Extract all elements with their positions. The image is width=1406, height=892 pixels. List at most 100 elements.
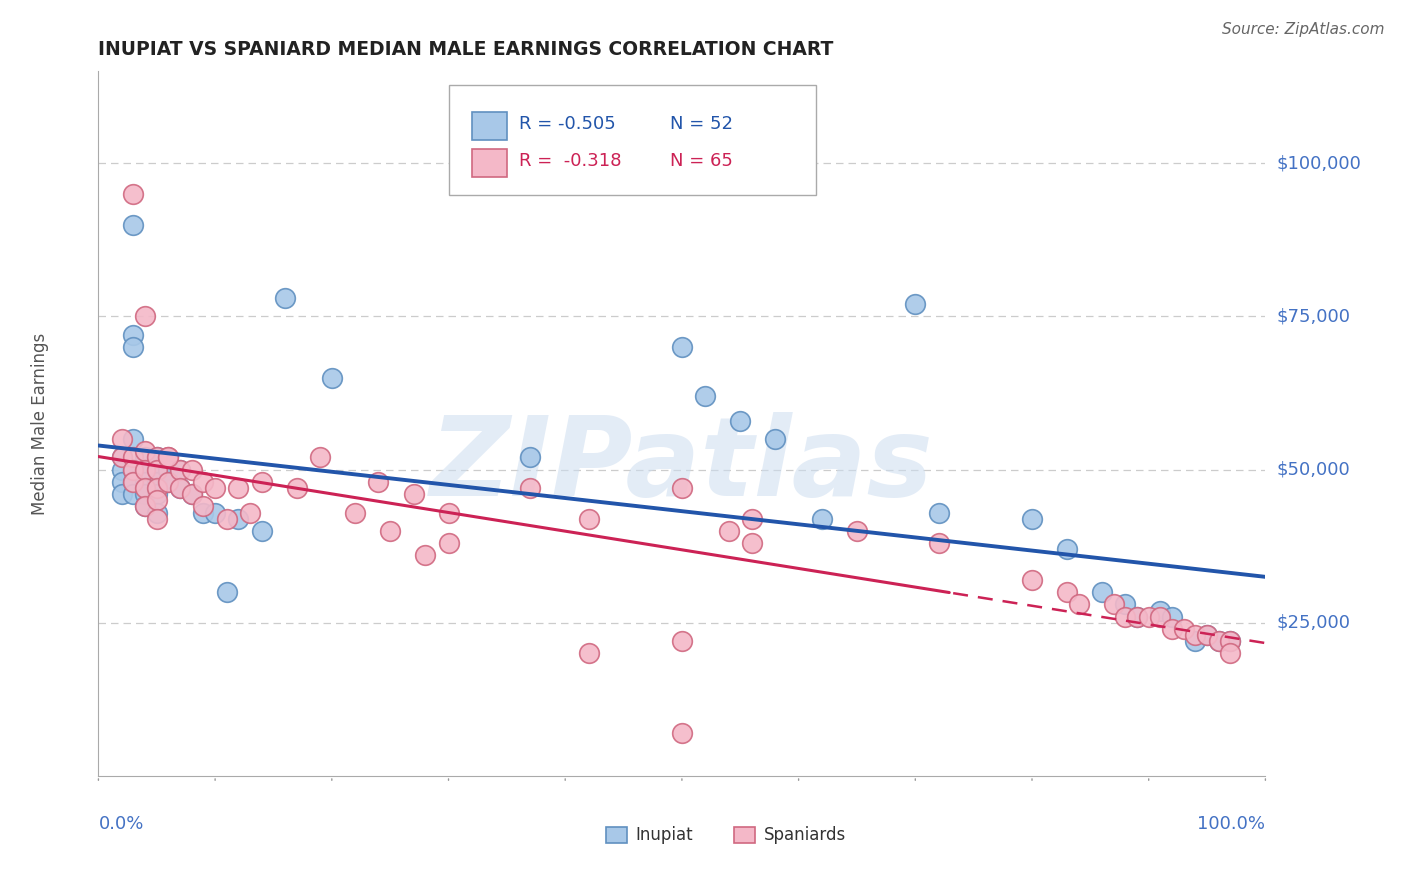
Point — [157, 475, 180, 489]
Point — [146, 463, 169, 477]
Point — [741, 511, 763, 525]
Point — [157, 475, 180, 489]
Point — [1184, 634, 1206, 648]
FancyBboxPatch shape — [472, 112, 508, 140]
Point — [250, 524, 273, 538]
Point — [111, 475, 134, 489]
Point — [134, 475, 156, 489]
Point — [134, 310, 156, 324]
Point — [228, 481, 250, 495]
Point — [1173, 622, 1195, 636]
Point — [928, 506, 950, 520]
Point — [1184, 628, 1206, 642]
FancyBboxPatch shape — [606, 828, 627, 843]
Point — [134, 500, 156, 514]
Point — [1219, 647, 1241, 661]
Point — [1149, 604, 1171, 618]
Point — [169, 481, 191, 495]
Point — [1021, 511, 1043, 525]
Point — [169, 481, 191, 495]
Point — [344, 506, 367, 520]
Point — [367, 475, 389, 489]
Point — [228, 511, 250, 525]
Point — [215, 511, 238, 525]
Point — [1056, 585, 1078, 599]
Point — [1114, 598, 1136, 612]
Point — [122, 218, 145, 232]
Point — [134, 500, 156, 514]
Point — [1102, 598, 1125, 612]
Point — [402, 487, 425, 501]
Point — [309, 450, 332, 465]
Point — [215, 585, 238, 599]
Point — [1137, 609, 1160, 624]
Point — [122, 475, 145, 489]
Point — [204, 481, 226, 495]
FancyBboxPatch shape — [734, 828, 755, 843]
Point — [1021, 573, 1043, 587]
Point — [122, 487, 145, 501]
Point — [1208, 634, 1230, 648]
Point — [519, 481, 541, 495]
Point — [204, 506, 226, 520]
Point — [695, 389, 717, 403]
Point — [134, 463, 156, 477]
Point — [1126, 609, 1149, 624]
Text: R =  -0.318: R = -0.318 — [519, 152, 621, 169]
Point — [1208, 634, 1230, 648]
Point — [146, 450, 169, 465]
Point — [1067, 598, 1090, 612]
Point — [157, 450, 180, 465]
Point — [122, 463, 145, 477]
FancyBboxPatch shape — [449, 86, 815, 194]
Point — [146, 511, 169, 525]
Point — [111, 432, 134, 446]
Text: Spaniards: Spaniards — [763, 825, 846, 844]
Point — [321, 370, 343, 384]
Point — [193, 506, 215, 520]
Point — [519, 450, 541, 465]
Point — [578, 647, 600, 661]
Point — [928, 536, 950, 550]
Point — [111, 487, 134, 501]
Point — [811, 511, 834, 525]
Point — [180, 487, 202, 501]
Point — [122, 327, 145, 342]
Point — [180, 463, 202, 477]
Point — [904, 297, 927, 311]
Point — [193, 500, 215, 514]
Point — [122, 432, 145, 446]
Point — [1195, 628, 1218, 642]
Text: $25,000: $25,000 — [1277, 614, 1351, 632]
Point — [134, 463, 156, 477]
Point — [250, 475, 273, 489]
Text: INUPIAT VS SPANIARD MEDIAN MALE EARNINGS CORRELATION CHART: INUPIAT VS SPANIARD MEDIAN MALE EARNINGS… — [98, 39, 834, 59]
Point — [157, 463, 180, 477]
Point — [146, 475, 169, 489]
Point — [730, 414, 752, 428]
Point — [169, 463, 191, 477]
Point — [671, 481, 693, 495]
Point — [134, 481, 156, 495]
Point — [169, 463, 191, 477]
Text: 100.0%: 100.0% — [1198, 814, 1265, 833]
Point — [741, 536, 763, 550]
Text: $75,000: $75,000 — [1277, 308, 1351, 326]
Point — [122, 340, 145, 354]
Point — [239, 506, 262, 520]
Text: Source: ZipAtlas.com: Source: ZipAtlas.com — [1222, 22, 1385, 37]
Point — [157, 450, 180, 465]
Point — [1195, 628, 1218, 642]
Point — [134, 487, 156, 501]
Point — [122, 186, 145, 201]
Point — [578, 511, 600, 525]
Point — [180, 487, 202, 501]
FancyBboxPatch shape — [472, 149, 508, 177]
Point — [437, 536, 460, 550]
Point — [1149, 609, 1171, 624]
Point — [111, 450, 134, 465]
Point — [413, 549, 436, 563]
Point — [763, 432, 786, 446]
Point — [671, 634, 693, 648]
Point — [717, 524, 740, 538]
